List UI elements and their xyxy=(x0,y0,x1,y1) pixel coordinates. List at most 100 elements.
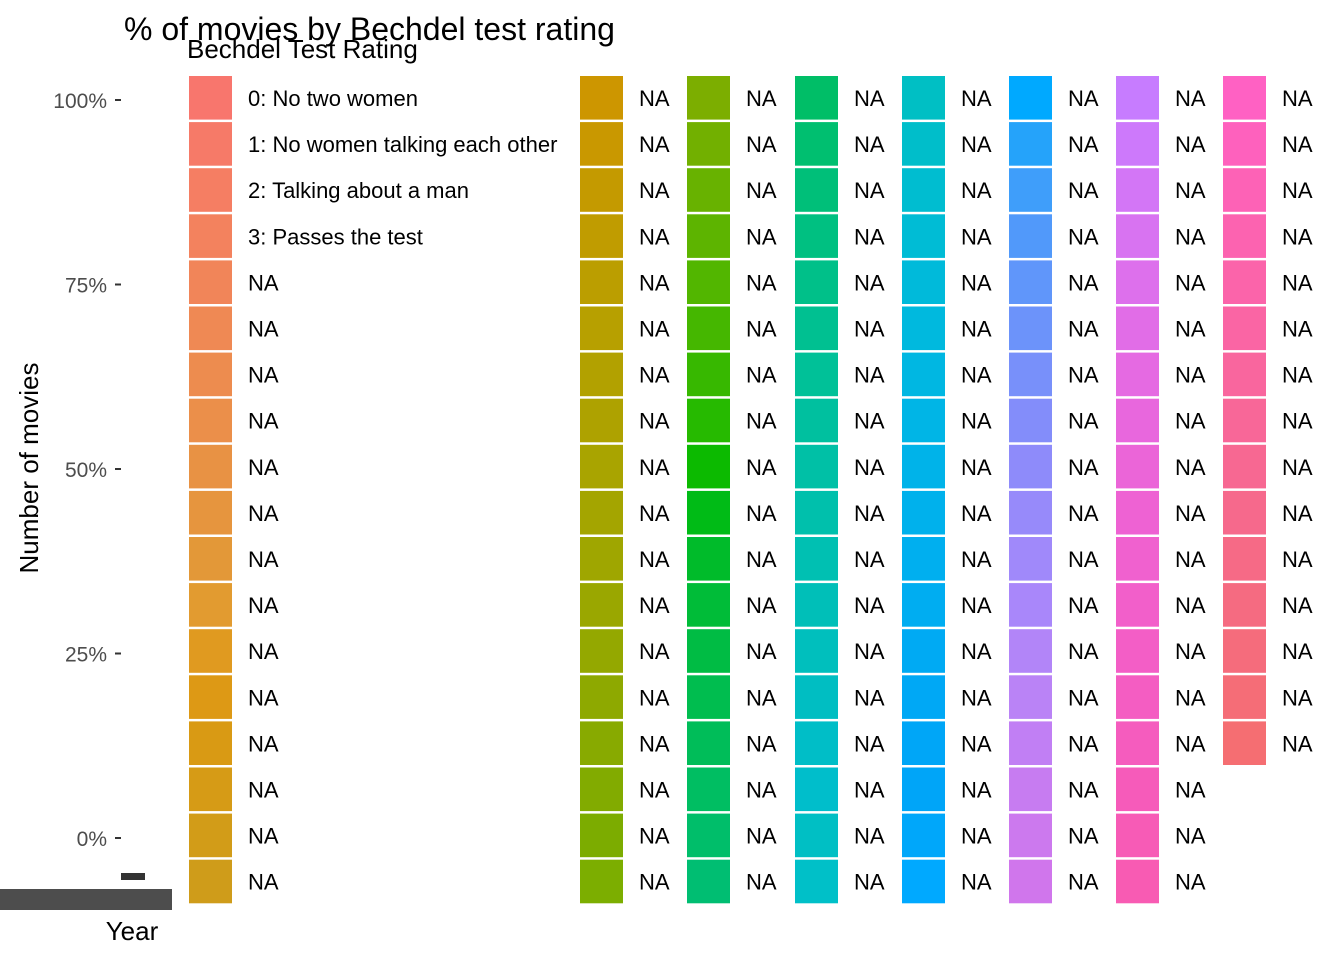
legend-key xyxy=(795,398,838,443)
legend-label: NA xyxy=(961,455,992,480)
legend-label: NA xyxy=(639,870,670,895)
legend-key xyxy=(1009,583,1052,627)
legend-label: NA xyxy=(1282,409,1313,434)
legend-key xyxy=(1009,537,1052,581)
legend-label: 0: No two women xyxy=(248,86,418,111)
legend-label: NA xyxy=(961,824,992,849)
legend-key xyxy=(1116,398,1159,443)
legend-label: NA xyxy=(248,270,279,295)
legend-key xyxy=(1116,490,1159,535)
legend-label: NA xyxy=(1068,731,1099,756)
legend-label: NA xyxy=(854,224,885,249)
legend-key xyxy=(902,537,945,581)
legend-key xyxy=(795,813,838,858)
legend-label: NA xyxy=(1175,455,1206,480)
y-axis: 100% 75% 50% 25% 0% xyxy=(53,90,121,851)
legend-key xyxy=(1116,537,1159,581)
legend-key xyxy=(902,675,945,719)
legend-label: NA xyxy=(961,132,992,157)
legend-label: NA xyxy=(248,731,279,756)
legend-key xyxy=(580,859,623,904)
legend-key xyxy=(1116,721,1159,765)
legend-key xyxy=(189,444,232,489)
legend-key xyxy=(1116,122,1159,166)
legend-key xyxy=(795,260,838,304)
legend-key xyxy=(1223,76,1266,120)
legend-key xyxy=(189,721,232,765)
legend-label: NA xyxy=(854,778,885,803)
legend-label: NA xyxy=(746,455,777,480)
legend-label: NA xyxy=(746,178,777,203)
legend-key xyxy=(189,306,232,351)
legend-key xyxy=(902,583,945,627)
legend-key xyxy=(1116,168,1159,212)
legend-key xyxy=(580,721,623,765)
legend-label: NA xyxy=(961,409,992,434)
legend-label: NA xyxy=(1282,547,1313,572)
chart-title: % of movies by Bechdel test rating xyxy=(124,11,615,47)
legend-key xyxy=(1009,260,1052,304)
legend-label: NA xyxy=(746,870,777,895)
legend-label: NA xyxy=(854,270,885,295)
legend-label: NA xyxy=(1068,224,1099,249)
legend-key xyxy=(902,813,945,858)
legend-label: NA xyxy=(1282,501,1313,526)
legend-label: NA xyxy=(746,224,777,249)
legend-key xyxy=(795,122,838,166)
legend-key xyxy=(687,767,730,812)
legend-label: NA xyxy=(1282,639,1313,664)
x-axis-label: Year xyxy=(106,916,159,946)
legend-key xyxy=(1116,260,1159,304)
legend-label: NA xyxy=(248,317,279,342)
legend-label: NA xyxy=(1175,132,1206,157)
legend-label: NA xyxy=(854,409,885,434)
legend-key xyxy=(902,767,945,812)
legend-label: NA xyxy=(1175,731,1206,756)
x-axis-bar xyxy=(0,889,172,910)
legend-label: NA xyxy=(746,593,777,618)
legend-key xyxy=(687,76,730,120)
legend-key xyxy=(687,490,730,535)
legend-label: NA xyxy=(1068,547,1099,572)
legend-label: NA xyxy=(639,639,670,664)
legend-label: NA xyxy=(1175,224,1206,249)
legend-label: NA xyxy=(1282,132,1313,157)
legend-key xyxy=(1223,398,1266,443)
y-axis-label: Number of movies xyxy=(14,363,44,574)
legend-key xyxy=(687,583,730,627)
legend-label: NA xyxy=(639,409,670,434)
legend-key xyxy=(189,352,232,397)
legend-label: NA xyxy=(854,363,885,388)
legend-label: NA xyxy=(854,455,885,480)
legend-key xyxy=(1009,306,1052,351)
legend-key xyxy=(902,629,945,673)
legend-label: NA xyxy=(248,593,279,618)
legend-key xyxy=(902,859,945,904)
legend-key xyxy=(189,859,232,904)
legend-label: NA xyxy=(961,501,992,526)
legend-key xyxy=(580,214,623,258)
legend-key xyxy=(795,583,838,627)
legend-label: NA xyxy=(854,132,885,157)
legend-key xyxy=(687,629,730,673)
legend-label: NA xyxy=(1282,455,1313,480)
legend-label: NA xyxy=(1068,270,1099,295)
legend-label: NA xyxy=(746,824,777,849)
legend-label: NA xyxy=(746,409,777,434)
legend-label: NA xyxy=(248,409,279,434)
legend-key xyxy=(902,122,945,166)
legend-key xyxy=(795,490,838,535)
legend-key xyxy=(189,813,232,858)
legend-label: NA xyxy=(961,870,992,895)
legend-label: NA xyxy=(248,547,279,572)
legend-label: NA xyxy=(746,363,777,388)
legend-label: NA xyxy=(1068,870,1099,895)
legend-label: 2: Talking about a man xyxy=(248,178,469,203)
legend-label: NA xyxy=(1282,685,1313,710)
legend-label: NA xyxy=(1068,363,1099,388)
legend-label: NA xyxy=(639,132,670,157)
legend-key xyxy=(902,260,945,304)
legend-key xyxy=(795,767,838,812)
legend-label: NA xyxy=(248,824,279,849)
legend-label: NA xyxy=(639,501,670,526)
